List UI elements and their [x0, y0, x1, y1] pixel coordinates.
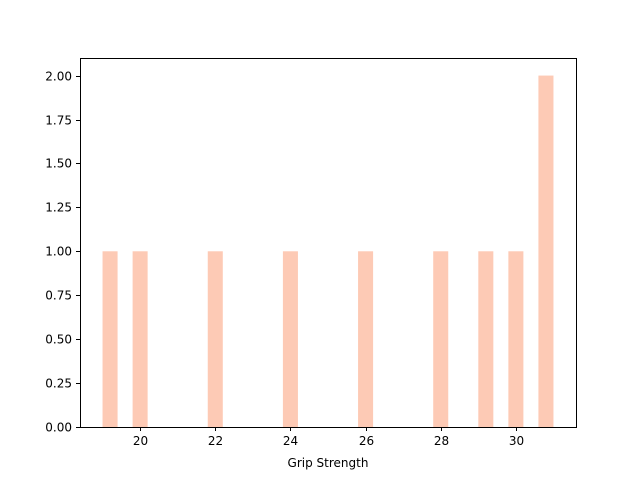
x-tick-label: 26	[359, 434, 374, 448]
y-tick-label: 1.75	[45, 114, 72, 128]
y-tick-label: 1.50	[45, 157, 72, 171]
y-tick-label: 2.00	[45, 70, 72, 84]
axes-frame	[80, 58, 577, 428]
x-tick-label: 22	[208, 434, 223, 448]
histogram-bar	[508, 251, 524, 427]
x-tick-label: 30	[509, 434, 524, 448]
y-tick-label: 0.75	[45, 289, 72, 303]
x-tick-label: 20	[133, 434, 148, 448]
y-tick-label: 1.00	[45, 245, 72, 259]
histogram-bar	[282, 251, 298, 427]
histogram-bar	[132, 251, 148, 427]
x-axis-ticks: 20 22 24 26 28 30	[133, 427, 524, 448]
histogram-bar	[538, 75, 554, 428]
y-tick-label: 0.25	[45, 377, 72, 391]
histogram-bar	[358, 251, 374, 427]
y-axis-ticks: 0.00 0.25 0.50 0.75 1.00 1.25 1.50 1.75 2.00	[45, 70, 80, 435]
histogram-bar	[433, 251, 449, 427]
x-axis-label: Grip Strength	[288, 456, 369, 470]
y-tick-label: 1.25	[45, 201, 72, 215]
x-tick-label: 28	[434, 434, 449, 448]
x-tick-label: 24	[283, 434, 298, 448]
histogram-bar	[478, 251, 494, 427]
histogram-bar	[207, 251, 223, 427]
y-tick-label: 0.00	[45, 421, 72, 435]
y-tick-label: 0.50	[45, 333, 72, 347]
bars-group	[102, 75, 554, 428]
histogram-bar	[102, 251, 118, 427]
